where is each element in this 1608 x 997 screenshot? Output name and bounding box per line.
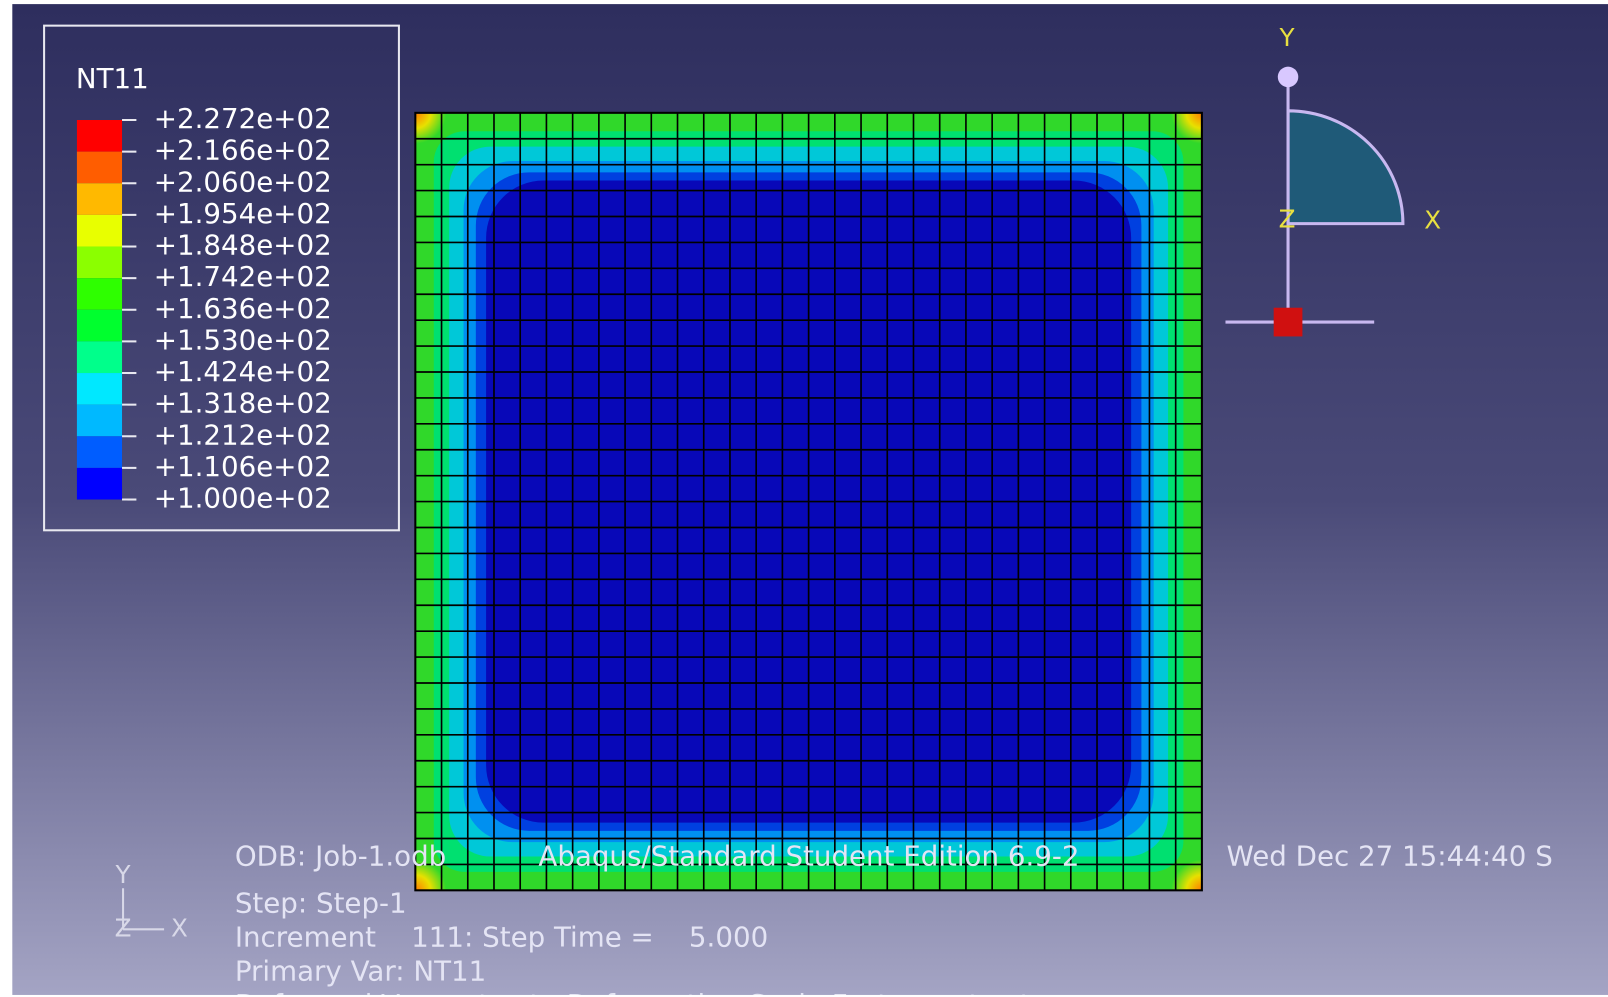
- legend-swatch: [76, 436, 123, 468]
- view-triad: Y X Z: [1225, 23, 1441, 337]
- triad-node: [1277, 66, 1299, 88]
- legend-swatch: [76, 309, 123, 342]
- legend: +2.272e+02+2.166e+02+2.060e+02+1.954e+02…: [76, 102, 332, 515]
- legend-swatch: [76, 151, 123, 184]
- mini-z: Z: [115, 913, 132, 942]
- info-edition: Abaqus/Standard Student Edition 6.9-2: [538, 840, 1079, 873]
- legend-swatch: [76, 404, 123, 437]
- legend-swatch: [76, 467, 123, 500]
- mini-x: X: [171, 913, 188, 942]
- legend-label: +2.166e+02: [154, 134, 332, 167]
- hot-corner: [1171, 859, 1202, 891]
- triad-z: Z: [1279, 205, 1296, 234]
- legend-swatch: [76, 120, 123, 152]
- triad-y: Y: [1278, 23, 1295, 52]
- contour-field: [415, 112, 1202, 891]
- legend-swatch: [76, 278, 123, 310]
- legend-label: +1.848e+02: [154, 229, 332, 262]
- legend-label: +1.424e+02: [154, 355, 332, 388]
- legend-label: +1.106e+02: [154, 450, 332, 483]
- legend-swatch: [76, 246, 123, 279]
- info-date: Wed Dec 27 15:44:40 S: [1227, 840, 1553, 873]
- legend-swatch: [76, 341, 123, 374]
- info-deformed: Deformed Var: not set Deformation Scale …: [235, 988, 1031, 997]
- legend-label: +1.000e+02: [154, 482, 332, 515]
- legend-label: +1.636e+02: [154, 292, 332, 325]
- mesh-lines: [415, 112, 1202, 891]
- hot-corner: [415, 112, 447, 144]
- legend-swatch: [76, 214, 123, 247]
- legend-box: [43, 24, 400, 532]
- mini-y: Y: [115, 860, 132, 889]
- info-step: Step: Step-1: [235, 887, 407, 920]
- info-primary: Primary Var: NT11: [235, 954, 486, 987]
- triad-origin: [1273, 307, 1303, 337]
- mini-triad: Y X Z: [115, 860, 188, 942]
- info-increment: Increment 111: Step Time = 5.000: [235, 921, 768, 954]
- legend-label: +1.212e+02: [154, 418, 332, 451]
- hot-corner: [415, 859, 447, 891]
- legend-label: +2.272e+02: [154, 102, 332, 135]
- hot-corner: [1171, 112, 1202, 144]
- mesh-border: [414, 111, 1203, 892]
- legend-label: +1.742e+02: [154, 260, 332, 293]
- triad-x: X: [1424, 206, 1441, 235]
- legend-label: +1.530e+02: [154, 323, 332, 356]
- triad-sector: [1286, 109, 1405, 226]
- legend-title: NT11: [76, 62, 149, 95]
- info-odb: ODB: Job-1.odb: [235, 840, 446, 873]
- legend-swatch: [76, 373, 123, 405]
- viewport-content: NT11 +2.272e+02+2.166e+02+2.060e+02+1.95…: [43, 23, 1553, 997]
- legend-label: +1.954e+02: [154, 197, 332, 230]
- legend-label: +2.060e+02: [154, 165, 332, 198]
- legend-swatch: [76, 183, 123, 215]
- legend-label: +1.318e+02: [154, 387, 332, 420]
